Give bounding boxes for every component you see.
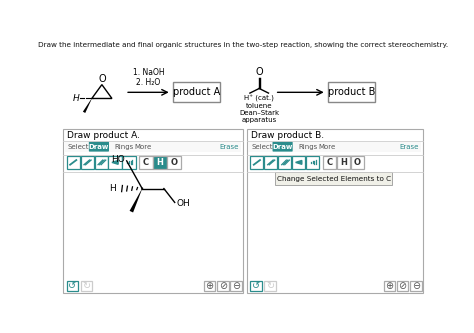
FancyBboxPatch shape (247, 129, 423, 292)
FancyBboxPatch shape (264, 156, 277, 169)
Text: ⊘: ⊘ (219, 281, 227, 291)
FancyBboxPatch shape (217, 281, 228, 291)
FancyBboxPatch shape (278, 156, 292, 169)
FancyBboxPatch shape (63, 129, 243, 292)
Text: Rings: Rings (114, 144, 134, 150)
Text: product A: product A (173, 87, 220, 97)
FancyBboxPatch shape (122, 156, 136, 169)
FancyBboxPatch shape (410, 281, 421, 291)
Text: OH: OH (176, 199, 190, 208)
FancyBboxPatch shape (275, 172, 392, 185)
FancyBboxPatch shape (94, 156, 108, 169)
FancyBboxPatch shape (81, 156, 94, 169)
FancyBboxPatch shape (154, 156, 166, 169)
Text: O: O (255, 67, 263, 77)
Text: H: H (109, 184, 116, 193)
Text: Select: Select (251, 144, 273, 150)
FancyBboxPatch shape (167, 156, 181, 169)
Text: Draw product A.: Draw product A. (67, 131, 140, 140)
FancyBboxPatch shape (173, 82, 219, 102)
Text: ⊕: ⊕ (206, 281, 214, 291)
Text: Select: Select (68, 144, 89, 150)
FancyBboxPatch shape (81, 281, 92, 291)
Text: 1. NaOH
2. H₂O: 1. NaOH 2. H₂O (133, 68, 164, 87)
FancyBboxPatch shape (351, 156, 364, 169)
FancyBboxPatch shape (230, 281, 242, 291)
Text: O: O (171, 158, 177, 167)
FancyBboxPatch shape (250, 156, 264, 169)
FancyBboxPatch shape (139, 156, 153, 169)
FancyBboxPatch shape (250, 281, 262, 291)
Text: ⊖: ⊖ (412, 281, 420, 291)
FancyBboxPatch shape (67, 156, 80, 169)
FancyBboxPatch shape (264, 281, 276, 291)
Text: C: C (327, 158, 333, 167)
Text: ⊖: ⊖ (232, 281, 240, 291)
FancyBboxPatch shape (383, 281, 395, 291)
Text: H: H (73, 94, 80, 103)
Text: Draw product B.: Draw product B. (251, 131, 324, 140)
FancyBboxPatch shape (292, 156, 305, 169)
FancyBboxPatch shape (109, 156, 122, 169)
Text: Erase: Erase (400, 144, 419, 150)
FancyBboxPatch shape (337, 156, 350, 169)
Text: Draw: Draw (89, 144, 109, 150)
Text: Change Selected Elements to C: Change Selected Elements to C (276, 175, 391, 181)
FancyBboxPatch shape (306, 156, 319, 169)
FancyBboxPatch shape (67, 281, 78, 291)
Text: ↺: ↺ (252, 281, 260, 291)
Text: H⁺ (cat.)
toluene
Dean–Stark
apparatus: H⁺ (cat.) toluene Dean–Stark apparatus (239, 95, 279, 123)
FancyBboxPatch shape (397, 281, 409, 291)
Text: ↻: ↻ (82, 281, 91, 291)
Text: O: O (354, 158, 361, 167)
Text: Draw: Draw (273, 144, 293, 150)
Text: H: H (340, 158, 347, 167)
Polygon shape (83, 99, 92, 113)
FancyBboxPatch shape (64, 142, 241, 152)
FancyBboxPatch shape (273, 142, 292, 152)
FancyBboxPatch shape (328, 82, 374, 102)
FancyBboxPatch shape (204, 281, 215, 291)
Text: ⊘: ⊘ (399, 281, 407, 291)
Text: HO: HO (111, 155, 125, 164)
Text: O: O (98, 74, 106, 84)
Text: Draw the intermediate and final organic structures in the two-step reaction, sho: Draw the intermediate and final organic … (38, 42, 448, 48)
Text: More: More (318, 144, 336, 150)
Text: Rings: Rings (298, 144, 318, 150)
Polygon shape (296, 161, 302, 164)
Text: ⊕: ⊕ (385, 281, 393, 291)
Polygon shape (112, 161, 118, 164)
Polygon shape (129, 188, 142, 212)
FancyBboxPatch shape (323, 156, 337, 169)
Text: C: C (143, 158, 149, 167)
Text: Erase: Erase (219, 144, 239, 150)
Text: More: More (135, 144, 152, 150)
Text: ↻: ↻ (266, 281, 274, 291)
FancyBboxPatch shape (89, 142, 109, 152)
Text: H: H (156, 158, 164, 167)
Text: product B: product B (328, 87, 375, 97)
Text: ↺: ↺ (68, 281, 76, 291)
FancyBboxPatch shape (248, 142, 421, 152)
